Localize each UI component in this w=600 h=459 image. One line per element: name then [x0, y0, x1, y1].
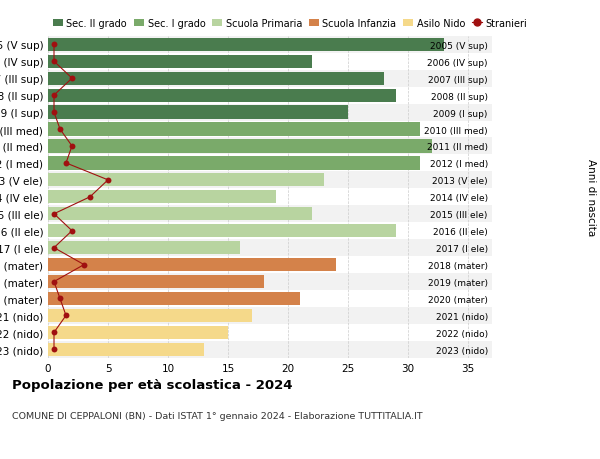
- Bar: [48, 206, 492, 223]
- Point: [49, 245, 59, 252]
- Point: [55, 295, 65, 302]
- Bar: [48, 123, 420, 136]
- Point: [61, 312, 71, 319]
- Bar: [48, 73, 384, 85]
- Point: [49, 278, 59, 285]
- Point: [49, 109, 59, 117]
- Bar: [48, 223, 492, 240]
- Point: [49, 58, 59, 66]
- Point: [49, 92, 59, 100]
- Point: [49, 329, 59, 336]
- Bar: [48, 54, 492, 71]
- Point: [55, 126, 65, 134]
- Point: [103, 177, 113, 184]
- Bar: [48, 275, 264, 289]
- Point: [49, 211, 59, 218]
- Bar: [48, 157, 420, 170]
- Bar: [48, 191, 276, 204]
- Bar: [48, 189, 492, 206]
- Point: [67, 143, 77, 150]
- Bar: [48, 140, 432, 153]
- Bar: [48, 241, 240, 255]
- Bar: [48, 138, 492, 155]
- Point: [49, 346, 59, 353]
- Bar: [48, 155, 492, 172]
- Point: [61, 160, 71, 167]
- Bar: [48, 292, 300, 305]
- Bar: [48, 56, 312, 69]
- Bar: [48, 307, 492, 324]
- Bar: [48, 257, 492, 274]
- Bar: [48, 104, 492, 121]
- Bar: [48, 326, 228, 339]
- Bar: [48, 274, 492, 291]
- Bar: [48, 174, 324, 187]
- Bar: [48, 343, 204, 356]
- Point: [85, 194, 95, 201]
- Bar: [48, 341, 492, 358]
- Bar: [48, 207, 312, 221]
- Bar: [48, 258, 336, 272]
- Bar: [48, 88, 492, 104]
- Bar: [48, 309, 252, 322]
- Point: [67, 228, 77, 235]
- Bar: [48, 291, 492, 307]
- Bar: [48, 90, 396, 102]
- Bar: [48, 121, 492, 138]
- Bar: [48, 39, 444, 52]
- Text: COMUNE DI CEPPALONI (BN) - Dati ISTAT 1° gennaio 2024 - Elaborazione TUTTITALIA.: COMUNE DI CEPPALONI (BN) - Dati ISTAT 1°…: [12, 411, 422, 420]
- Bar: [48, 324, 492, 341]
- Legend: Sec. II grado, Sec. I grado, Scuola Primaria, Scuola Infanzia, Asilo Nido, Stran: Sec. II grado, Sec. I grado, Scuola Prim…: [53, 19, 527, 28]
- Bar: [48, 71, 492, 88]
- Point: [79, 261, 89, 269]
- Bar: [48, 106, 348, 119]
- Bar: [48, 172, 492, 189]
- Bar: [48, 224, 396, 238]
- Text: Anni di nascita: Anni di nascita: [586, 159, 596, 236]
- Point: [49, 41, 59, 49]
- Bar: [48, 37, 492, 54]
- Point: [67, 75, 77, 83]
- Text: Popolazione per età scolastica - 2024: Popolazione per età scolastica - 2024: [12, 379, 293, 392]
- Bar: [48, 240, 492, 257]
